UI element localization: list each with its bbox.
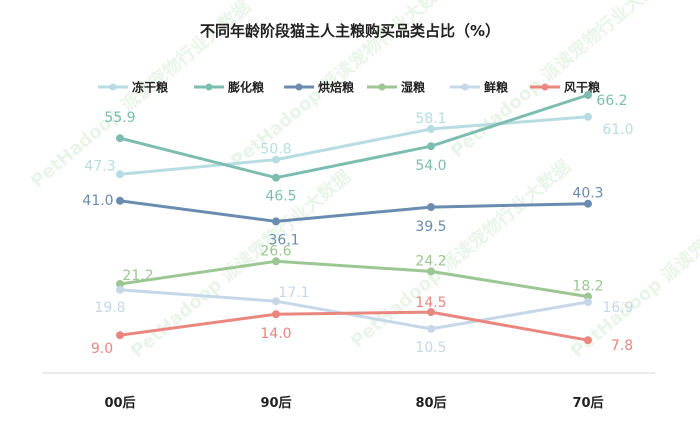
data-point [427, 267, 435, 276]
series: 19.8 17.1 10.5 16.9 [94, 285, 633, 356]
legend-label: 湿粮 [401, 80, 425, 95]
data-point [272, 257, 280, 266]
series: 21.2 26.6 24.2 18.2 [116, 243, 604, 301]
data-label: 58.1 [415, 111, 446, 127]
data-label: 19.8 [94, 300, 125, 316]
data-point [584, 112, 592, 121]
data-point [272, 297, 280, 306]
data-point [427, 203, 435, 212]
series-line [119, 288, 589, 331]
legend-label: 烘焙粮 [318, 80, 354, 95]
data-label: 36.1 [268, 232, 299, 248]
series: 55.9 46.5 54.0 66.2 [104, 91, 628, 205]
chart-title: 不同年龄阶段猫主人主粮购买品类占比（%） [200, 22, 500, 40]
data-label: 7.8 [611, 338, 633, 354]
x-tick-label: 00后 [104, 395, 135, 411]
legend-label: 鲜粮 [484, 80, 508, 95]
legend-marker [461, 83, 469, 91]
series-line [119, 93, 589, 180]
data-label: 61.0 [602, 122, 633, 138]
data-point [427, 142, 435, 151]
legend-label: 风干粮 [564, 80, 600, 95]
data-point [116, 134, 124, 143]
data-label: 14.0 [260, 326, 291, 342]
data-label: 46.5 [265, 189, 296, 205]
legend-marker [541, 83, 549, 91]
data-point [584, 298, 592, 306]
series-line [119, 115, 589, 176]
data-point [584, 336, 592, 345]
x-tick-label: 90后 [260, 395, 291, 411]
data-point [427, 324, 435, 333]
data-label: 9.0 [91, 341, 113, 357]
legend-label: 膨化粮 [227, 80, 264, 95]
data-point [427, 308, 435, 317]
data-label: 54.0 [415, 158, 446, 174]
legend-marker [295, 83, 303, 91]
data-label: 41.0 [82, 193, 113, 209]
data-label: 39.5 [415, 219, 446, 235]
data-label: 47.3 [84, 158, 115, 174]
series: 41.0 36.1 39.5 40.3 [82, 186, 603, 249]
legend-label: 冻干粮 [132, 80, 168, 95]
series: 9.0 14.0 14.5 7.8 [91, 295, 633, 357]
x-axis-ticks: 00后 90后 80后 70后 [104, 395, 603, 411]
data-label: 24.2 [415, 253, 446, 269]
legend: 冻干粮 膨化粮 烘焙粮 湿粮 鲜粮 风干粮 [98, 80, 600, 95]
data-point [584, 91, 592, 99]
data-label: 16.9 [602, 300, 633, 316]
data-point [272, 173, 280, 182]
data-point [116, 285, 124, 294]
legend-marker [378, 83, 386, 91]
data-label: 40.3 [572, 186, 603, 202]
data-label: 14.5 [415, 295, 446, 311]
x-tick-label: 80后 [415, 395, 446, 411]
data-point [427, 125, 435, 133]
series-line [119, 259, 589, 299]
data-label: 26.6 [260, 243, 291, 259]
data-point [272, 217, 280, 226]
data-label: 18.2 [572, 279, 603, 295]
legend-marker [109, 83, 117, 91]
legend-marker [205, 83, 213, 91]
data-point [272, 155, 280, 164]
data-point [116, 170, 124, 179]
data-point [584, 199, 592, 208]
data-point [116, 331, 124, 340]
data-point [116, 280, 124, 288]
data-label: 21.2 [122, 268, 153, 284]
series: 47.3 50.8 58.1 61.0 [84, 111, 634, 179]
series-line [119, 310, 589, 342]
data-label: 10.5 [415, 340, 446, 356]
data-point [272, 310, 280, 319]
data-label: 50.8 [260, 142, 291, 158]
data-point [116, 196, 124, 205]
x-tick-label: 70后 [572, 395, 603, 411]
data-label: 55.9 [104, 110, 135, 126]
series-layer: 47.3 50.8 58.1 61.0 55.9 46.5 54.0 66.2 41.0 36.1… [82, 91, 634, 357]
data-label: 66.2 [596, 93, 627, 109]
data-label: 17.1 [278, 285, 309, 301]
series-line [119, 199, 589, 223]
